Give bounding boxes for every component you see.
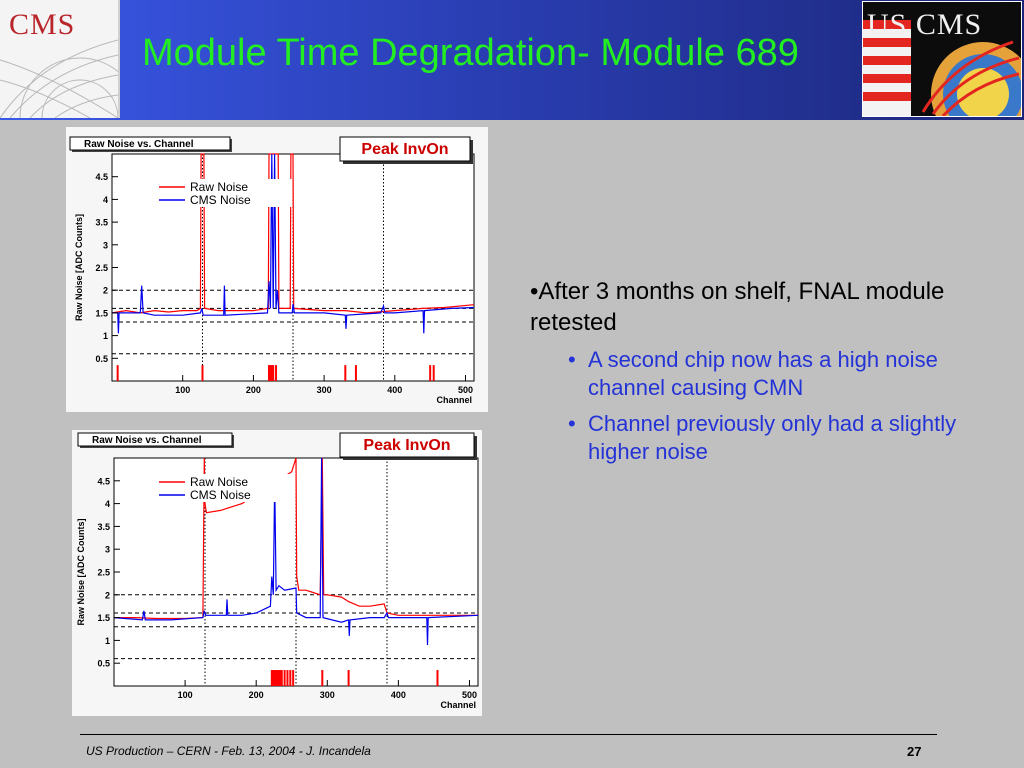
y-tick-label: 2.5: [95, 263, 108, 273]
y-tick-label: 2: [103, 286, 108, 296]
x-tick-label: 500: [462, 690, 477, 700]
chart-2: 0.5 1 1.5 2 2.5 3 3.5 4 4.5 100 200 300 400 500Channe…: [76, 432, 479, 710]
page-number: 27: [907, 744, 922, 759]
footer-text: US Production – CERN - Feb. 13, 2004 - J…: [86, 744, 371, 758]
cms-logo-graphic: [0, 39, 118, 118]
peak-label: Peak InvOn: [361, 141, 448, 158]
sub-bullet: • Channel previously only had a slightly …: [568, 410, 970, 466]
peak-label-box: [339, 136, 471, 162]
uscms-logo: US CMS: [862, 1, 1022, 117]
chart-panel-2: 0.5 1 1.5 2 2.5 3 3.5 4 4.5 100 200 300 400 500 Channe…: [72, 430, 482, 716]
y-tick-label: 3: [105, 545, 110, 555]
y-axis-label: Raw Noise [ADC Counts]: [74, 214, 84, 321]
sub-bullet-text: Channel previously only had a slightly h…: [588, 411, 957, 464]
series-line: [113, 457, 479, 646]
chart-title: Raw Noise vs. Channel: [84, 139, 194, 150]
sub-bullet-list: • A second chip now has a high noise chan…: [530, 346, 970, 466]
x-axis-label: Channel: [440, 700, 476, 710]
x-tick-label: 400: [391, 690, 406, 700]
x-tick-label: 200: [246, 385, 261, 395]
y-tick-label: 0.5: [97, 659, 110, 669]
y-tick-label: 4.5: [97, 476, 110, 486]
bullet-list: •After 3 months on shelf, FNAL module re…: [530, 276, 970, 474]
sub-bullet-text: A second chip now has a high noise chann…: [588, 347, 938, 400]
chart-1: 0.5 1 1.5 2 2.5 3 3.5 4 4.5 100 200 300 400 500Channe…: [69, 136, 475, 405]
y-tick-label: 3.5: [97, 522, 110, 532]
y-tick-label: 1: [103, 331, 108, 341]
x-tick-label: 400: [387, 385, 402, 395]
y-tick-label: 2: [105, 590, 110, 600]
legend-label: Raw Noise: [190, 180, 248, 194]
y-tick-label: 1.5: [97, 613, 110, 623]
bullet-main: •After 3 months on shelf, FNAL module re…: [530, 278, 945, 336]
series-line: [111, 153, 475, 314]
legend-label: Raw Noise: [190, 475, 248, 489]
y-tick-label: 1: [105, 636, 110, 646]
cms-logo: CMS: [0, 0, 120, 118]
chart-title: Raw Noise vs. Channel: [92, 435, 202, 446]
header-bar: CMS Module Time Degradation- Module 689: [0, 0, 1024, 120]
series-line: [112, 153, 475, 334]
chart-title-box: [69, 136, 231, 151]
y-tick-label: 4: [103, 195, 108, 205]
bullet-dot-icon: •: [568, 411, 576, 436]
series-line: [114, 457, 478, 620]
slide-title: Module Time Degradation- Module 689: [142, 32, 799, 74]
y-axis-label: Raw Noise [ADC Counts]: [76, 518, 86, 625]
bullet-dot-icon: •: [568, 347, 576, 372]
chart-panel-1: 0.5 1 1.5 2 2.5 3 3.5 4 4.5 100 200 300 400 500 Channe…: [66, 127, 488, 412]
y-tick-label: 1.5: [95, 308, 108, 318]
footer-divider: [80, 734, 937, 735]
x-tick-label: 200: [249, 690, 264, 700]
legend-box: [155, 179, 292, 207]
uscms-logo-text: US CMS: [867, 8, 983, 41]
sub-bullet: • A second chip now has a high noise chan…: [568, 346, 970, 402]
cms-logo-text: CMS: [9, 8, 76, 41]
y-tick-label: 3: [103, 240, 108, 250]
x-axis-label: Channel: [436, 395, 472, 405]
x-tick-label: 300: [320, 690, 335, 700]
y-tick-label: 4.5: [95, 172, 108, 182]
x-tick-label: 300: [317, 385, 332, 395]
chart-title-box: [77, 432, 233, 447]
peak-label-box: [339, 432, 475, 458]
uscms-logo-graphic: [863, 2, 1021, 116]
legend-label: CMS Noise: [190, 193, 251, 207]
peak-label: Peak InvOn: [363, 437, 450, 454]
x-tick-label: 100: [178, 690, 193, 700]
y-tick-label: 4: [105, 499, 110, 509]
y-tick-label: 2.5: [97, 568, 110, 578]
legend-box: [155, 474, 295, 502]
x-tick-label: 500: [458, 385, 473, 395]
x-tick-label: 100: [175, 385, 190, 395]
y-tick-label: 0.5: [95, 354, 108, 364]
y-tick-label: 3.5: [95, 218, 108, 228]
legend-label: CMS Noise: [190, 488, 251, 502]
